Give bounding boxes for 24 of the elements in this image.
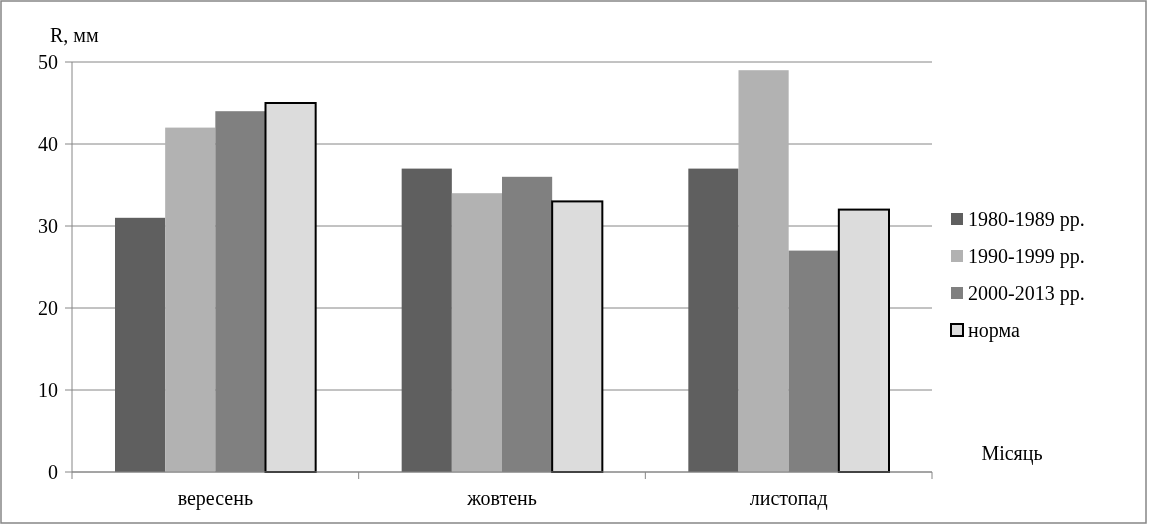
- bar: [165, 127, 216, 472]
- legend-label: 1990-1999 рр.: [968, 245, 1085, 268]
- legend-label: 2000-2013 рр.: [968, 282, 1085, 305]
- bar: [551, 200, 604, 473]
- x-axis-title: Місяць: [981, 442, 1043, 465]
- bar: [401, 168, 452, 472]
- y-tick-label: 30: [38, 215, 58, 237]
- y-tick-label: 50: [38, 51, 58, 73]
- legend-label: норма: [968, 319, 1020, 342]
- y-tick-label: 40: [38, 133, 58, 155]
- y-tick-label: 10: [38, 379, 58, 401]
- x-tick-label: листопад: [749, 487, 828, 510]
- bar: [115, 217, 166, 472]
- legend-label: 1980-1989 рр.: [968, 208, 1085, 231]
- x-tick-label: жовтень: [466, 487, 537, 509]
- y-tick-label: 0: [48, 461, 58, 483]
- bar: [688, 168, 739, 472]
- bar: [837, 208, 890, 473]
- y-tick-label: 20: [38, 297, 58, 319]
- x-tick-label: вересень: [177, 487, 254, 510]
- bar: [264, 102, 317, 473]
- y-axis-title: R, мм: [50, 24, 99, 46]
- bar: [738, 70, 789, 472]
- bar: [451, 193, 502, 472]
